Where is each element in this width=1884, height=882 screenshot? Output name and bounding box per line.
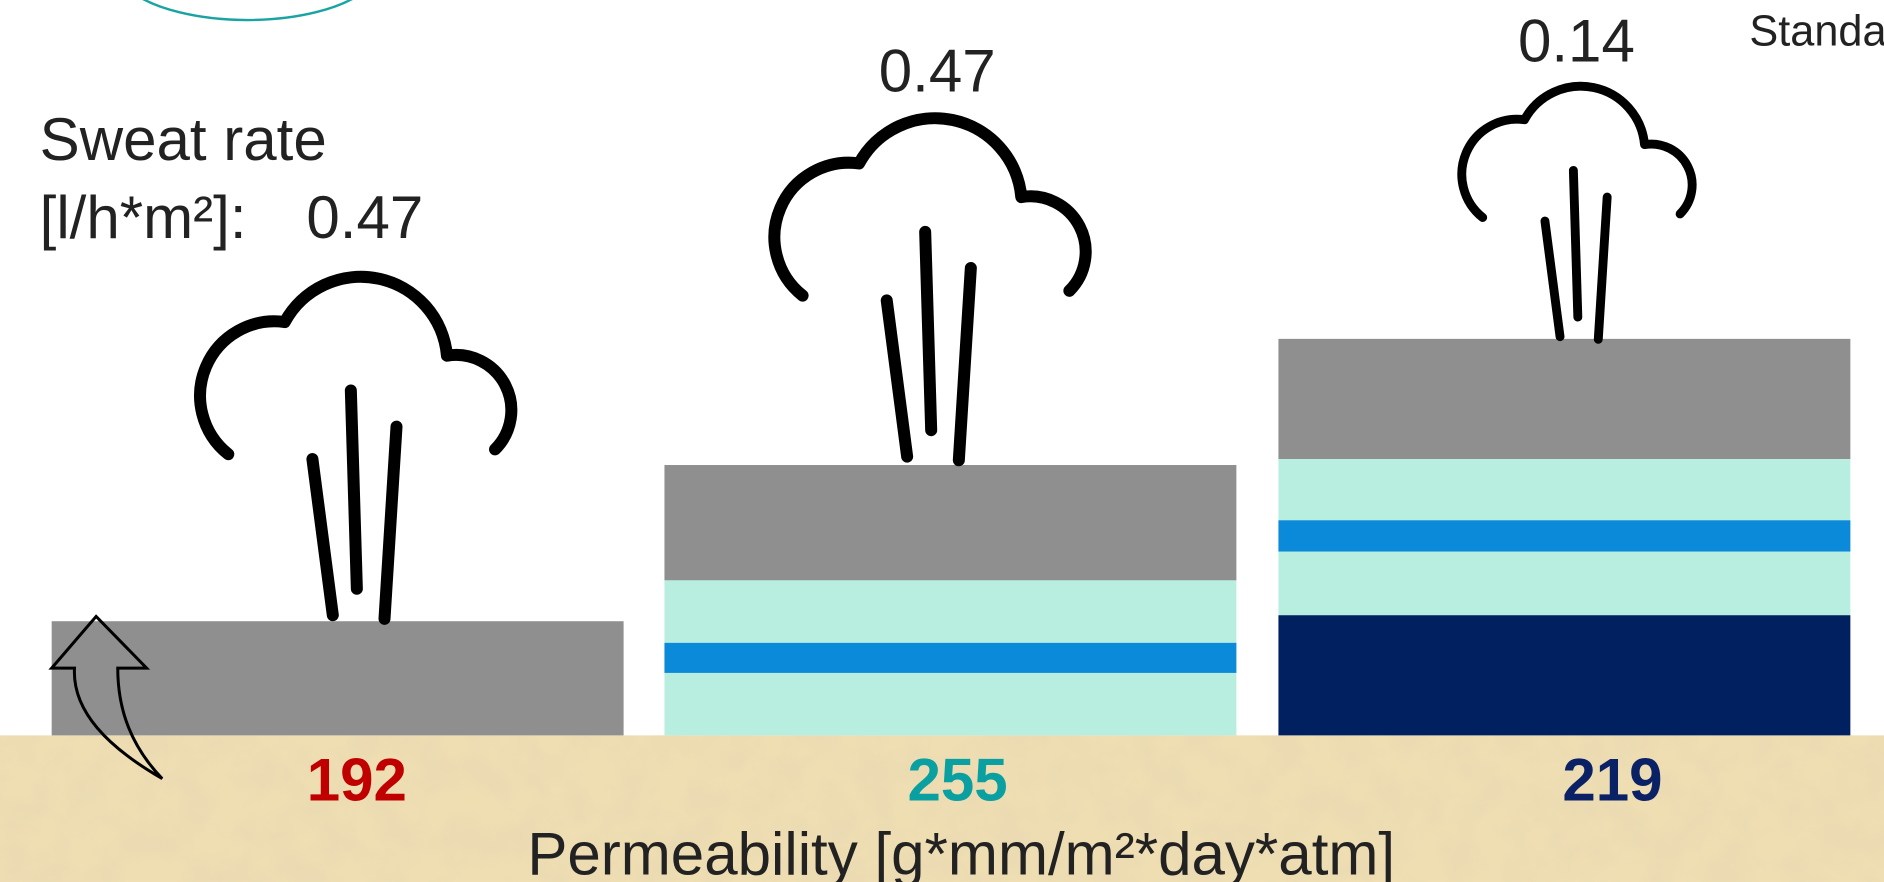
slide: Sweat rate [l/h*m²]: 0.47 0.47 0.14 Stan… — [0, 0, 1884, 882]
steam-icon — [1462, 86, 1692, 339]
steam-icon — [774, 118, 1085, 460]
page: {"sweat_rate": {"label": "Sweat rate", "… — [0, 0, 1884, 882]
sweat-rate-unit: [l/h*m²]: — [40, 184, 247, 251]
legend-fragment: Standa — [1749, 8, 1884, 56]
sweat-rate-label: Sweat rate — [40, 106, 327, 173]
steam-icon — [200, 277, 511, 619]
teal-circle — [135, 0, 361, 20]
permeability-value: 255 — [908, 746, 1008, 813]
axis-label: Permeability [g*mm/m²*day*atm] — [527, 821, 1395, 882]
lining-layer — [1278, 615, 1850, 735]
fabric-layer — [1278, 339, 1850, 459]
membrane-core — [1278, 520, 1850, 551]
sweat-value: 0.14 — [1518, 7, 1635, 74]
sweat-value: 0.47 — [879, 37, 996, 104]
membrane-core — [664, 643, 1236, 673]
permeability-value: 192 — [307, 746, 407, 813]
fabric-layer — [52, 621, 624, 735]
permeability-value: 219 — [1562, 746, 1662, 813]
fabric-layer — [664, 465, 1236, 580]
sweat-value: 0.47 — [306, 184, 423, 251]
